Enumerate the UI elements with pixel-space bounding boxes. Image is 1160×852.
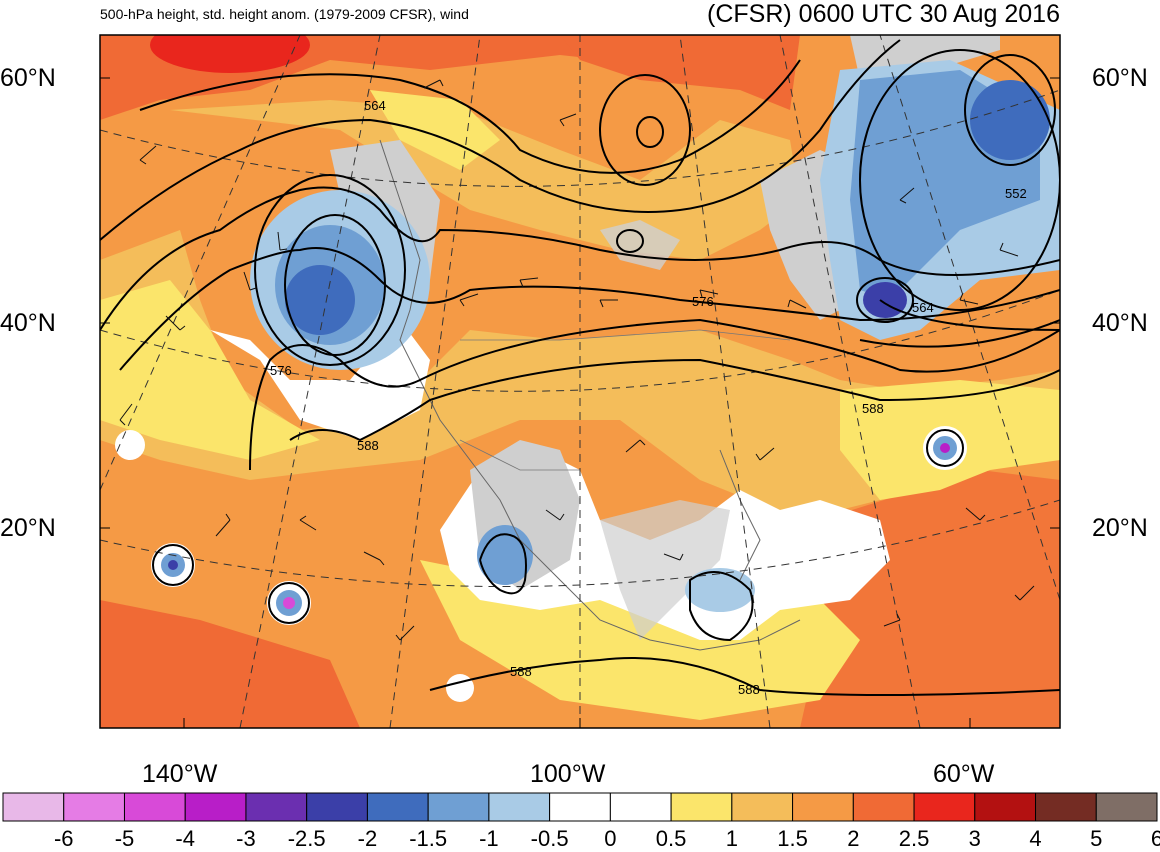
colorbar-tick-label: -2 — [357, 826, 378, 851]
strong-hot-anomaly — [150, 35, 310, 73]
neutral-spot-1 — [115, 430, 145, 460]
colorbar-tick-label: 3 — [968, 826, 981, 851]
colorbar-swatch — [609, 792, 672, 822]
neutral-spot-2 — [446, 674, 474, 702]
colorbar-swatch — [792, 792, 854, 822]
colorbar — [2, 792, 1158, 822]
wind-barbs — [119, 79, 1035, 641]
map-timestamp: (CFSR) 0600 UTC 30 Aug 2016 — [707, 0, 1060, 28]
cool-anomaly-low-center — [863, 282, 907, 318]
colorbar-tick-label: -2.5 — [287, 826, 326, 851]
colorbar-swatch — [913, 792, 976, 822]
lat-label-20n-right: 20°N — [1092, 514, 1148, 542]
colorbar-swatch — [549, 792, 611, 822]
lon-label-140w: 140°W — [142, 760, 218, 788]
gray-great-lakes — [600, 220, 680, 270]
colorbar-swatch — [670, 792, 733, 822]
colorbar-swatch — [63, 792, 125, 822]
contour-label-588-gulf: 588 — [510, 664, 532, 679]
colorbar-swatch — [2, 792, 65, 822]
colorbar-tick-label: 5 — [1090, 826, 1103, 851]
hot-anomaly-sw — [100, 600, 360, 728]
contour-label-576-nw: 576 — [270, 363, 292, 378]
contour-label-588-atlantic: 588 — [862, 401, 884, 416]
lon-label-100w: 100°W — [530, 760, 606, 788]
colorbar-tick-label: -1.5 — [409, 826, 448, 851]
cyclone-1-core — [168, 560, 178, 570]
contour-label-564-ne: 564 — [912, 300, 934, 315]
colorbar-tick-label: 2 — [847, 826, 860, 851]
colorbar-tick-label: 2.5 — [898, 826, 930, 851]
lat-label-40n-left: 40°N — [0, 309, 56, 337]
colorbar-swatch — [852, 792, 915, 822]
colorbar-tick-label: -0.5 — [530, 826, 569, 851]
cyclone-3-core — [940, 443, 950, 453]
colorbar-swatch — [488, 792, 551, 822]
colorbar-swatch — [366, 792, 429, 822]
coastline-florida — [719, 449, 761, 581]
map-field — [100, 35, 1060, 728]
gray-caribbean — [600, 500, 730, 640]
lat-label-40n-right: 40°N — [1092, 309, 1148, 337]
colorbar-swatch — [184, 792, 247, 822]
colorbar-tick-label: 6 — [1150, 826, 1160, 851]
moderate-warm-north — [170, 100, 800, 260]
contour-label-576-central: 576 — [692, 294, 714, 309]
colorbar-tick-label: -5 — [114, 826, 135, 851]
colorbar-tick-label: -4 — [175, 826, 195, 851]
colorbar-swatch — [427, 792, 490, 822]
colorbar-swatch — [123, 792, 186, 822]
colorbar-swatch — [731, 792, 794, 822]
colorbar-tick-label: -6 — [53, 826, 74, 851]
cyclone-2-core — [283, 597, 295, 609]
cool-anomaly-caribbean — [685, 568, 755, 612]
lon-label-60w: 60°W — [933, 760, 995, 788]
lat-label-60n-right: 60°N — [1092, 64, 1148, 92]
colorbar-tick-label: 1.5 — [777, 826, 808, 851]
cool-anomaly-ne-dark — [970, 80, 1050, 160]
colorbar-tick-label: -1 — [479, 826, 499, 851]
colorbar-swatch — [245, 792, 308, 822]
light-warm-pacific — [100, 280, 320, 460]
axis-ticks — [100, 77, 1060, 728]
colorbar-tick-label: -3 — [236, 826, 256, 851]
colorbar-swatch — [974, 792, 1037, 822]
cool-anomaly-nw-dark — [285, 265, 355, 335]
coastline — [379, 139, 801, 651]
contour-label-588-caribbean: 588 — [738, 682, 760, 697]
height-contours — [100, 39, 1060, 696]
colorbar-tick-label: 0.5 — [655, 826, 687, 851]
graticule — [100, 35, 1060, 728]
map-title: 500-hPa height, std. height anom. (1979-… — [100, 6, 469, 22]
colorbar-swatch — [306, 792, 368, 822]
colorbar-swatch — [1095, 792, 1158, 822]
colorbar-tick-label: 1 — [725, 826, 738, 851]
lat-label-60n-left: 60°N — [0, 64, 56, 92]
contour-label-552-ne: 552 — [1005, 186, 1027, 201]
contour-labels: 564 576 588 552 564 576 588 588 588 — [270, 98, 1027, 697]
border-us-mexico — [459, 439, 580, 471]
colorbar-tick-label: 4 — [1029, 826, 1042, 851]
lat-label-20n-left: 20°N — [0, 514, 56, 542]
border-us-canada — [460, 329, 791, 341]
colorbar-swatch — [1035, 792, 1097, 822]
contour-label-588-pacific: 588 — [357, 438, 379, 453]
colorbar-tick-label: 0 — [604, 826, 617, 851]
light-warm-alaska — [370, 90, 500, 170]
hot-anomaly-north-central — [560, 35, 800, 110]
contour-label-564-nw: 564 — [364, 98, 386, 113]
